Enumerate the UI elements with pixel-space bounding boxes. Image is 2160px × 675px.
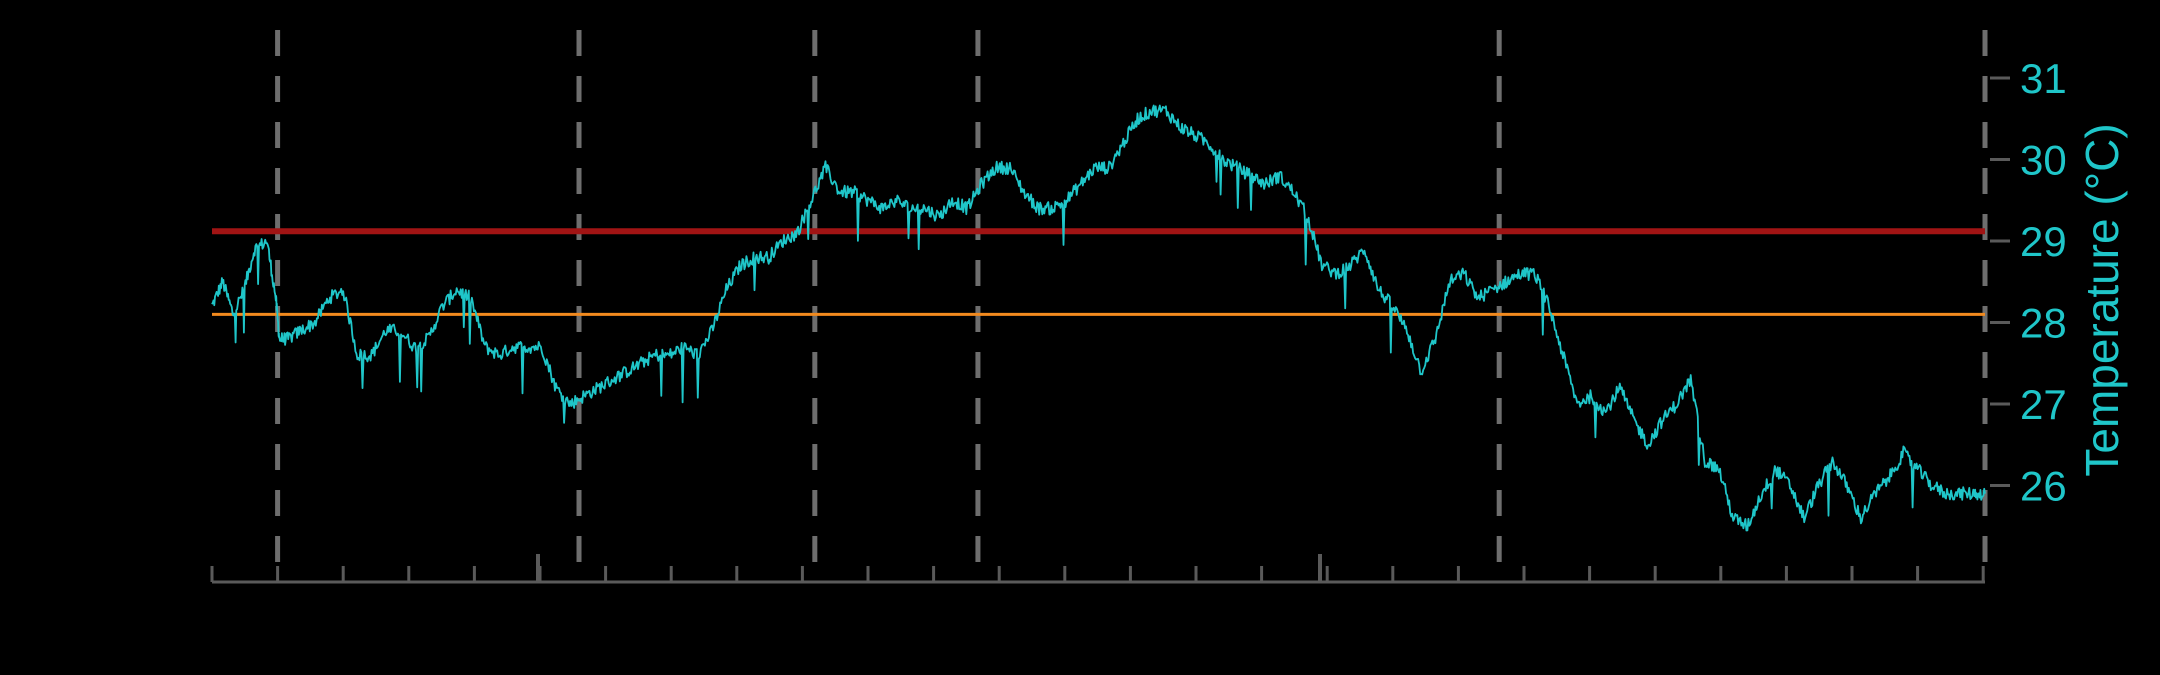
- y-tick-label: 26: [2020, 463, 2067, 510]
- y-tick-label: 27: [2020, 381, 2067, 428]
- temperature-series-line: [211, 104, 1986, 532]
- event-markers: [275, 30, 1988, 582]
- y-axis: 26 27 28 29 30 31: [1990, 55, 2067, 510]
- reference-lines: [212, 228, 1985, 316]
- x-axis: [210, 554, 1985, 584]
- y-tick-label: 30: [2020, 137, 2067, 184]
- y-axis-title: Temperature (°C): [2076, 123, 2128, 476]
- y-tick-label: 28: [2020, 300, 2067, 347]
- y-tick-label: 29: [2020, 218, 2067, 265]
- y-tick-label: 31: [2020, 55, 2067, 102]
- data-series: [211, 104, 1986, 532]
